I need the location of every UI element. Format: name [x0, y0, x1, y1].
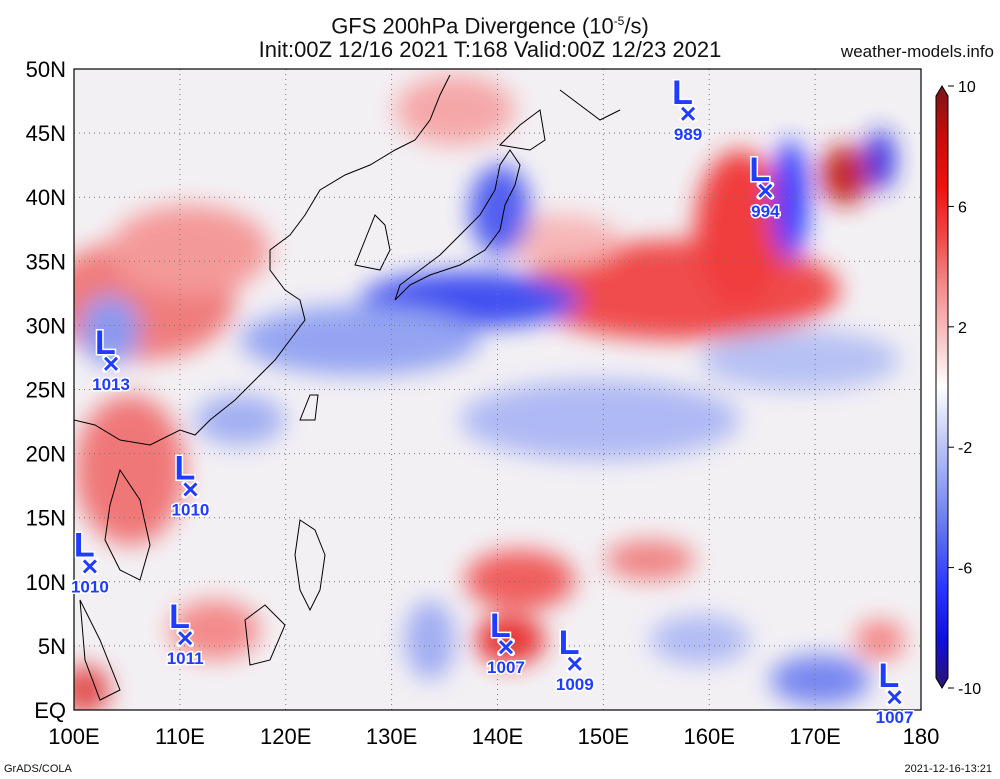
low-center-cross — [103, 356, 119, 371]
low-symbol-letter: L — [74, 526, 95, 564]
low-pressure-value: 1007 — [487, 658, 525, 677]
low-pressure-value: 1010 — [172, 500, 210, 519]
low-symbol-letter: L — [749, 151, 770, 189]
low-symbol-letter: L — [95, 324, 116, 362]
longitude-tick-label: 130E — [366, 724, 417, 749]
coastlines — [74, 74, 621, 701]
low-pressure-marker: L 1009 — [554, 622, 595, 695]
latitude-tick-label: 20N — [26, 442, 66, 467]
map-frame — [73, 68, 922, 711]
low-symbol-letter: L — [559, 624, 580, 662]
longitude-tick-label: 100E — [48, 724, 99, 749]
low-pressure-marker: L 989 — [671, 72, 704, 145]
latitude-tick-label: 30N — [26, 313, 66, 338]
low-pressure-marker: L 1007 — [486, 606, 527, 679]
low-pressure-value: 989 — [674, 125, 702, 144]
latitude-tick-label: 35N — [26, 249, 66, 274]
latitude-tick-label: 5N — [38, 634, 66, 659]
footer-timestamp: 2021-12-16-13:21 — [904, 763, 992, 775]
colorbar-ramp — [935, 85, 949, 689]
colorbar-tick-label: -6 — [958, 561, 972, 578]
chart-subtitle: Init:00Z 12/16 2021 T:168 Valid:00Z 12/2… — [258, 37, 722, 62]
low-center-cross — [82, 559, 97, 574]
low-pressure-marker: L 1010 — [69, 525, 110, 598]
low-pressure-marker: L 1007 — [874, 656, 915, 729]
chart-title: GFS 200hPa Divergence (10-5/s) — [331, 13, 649, 39]
low-pressure-value: 1011 — [167, 649, 204, 668]
graticule — [74, 69, 921, 710]
low-center-cross — [183, 482, 198, 497]
low-pressure-marker: L 1013 — [91, 322, 132, 395]
latitude-tick-label: 25N — [26, 378, 66, 403]
latitude-labels: EQ 5N 10N 15N 20N 25N 30N 35N 40N 45N 50N — [26, 57, 66, 723]
latitude-tick-label: 15N — [26, 506, 66, 531]
longitude-tick-label: 150E — [578, 724, 629, 749]
low-center-cross — [758, 183, 773, 198]
longitude-tick-label: 110E — [155, 724, 205, 749]
low-symbol-letter: L — [672, 74, 693, 112]
colorbar-tick-label: -10 — [958, 681, 981, 698]
longitude-labels: 100E 110E 120E 130E 140E 150E 160E 170E 180 — [48, 724, 939, 749]
colorbar-tick-label: 10 — [958, 79, 976, 96]
colorbar-tick-label: 6 — [958, 199, 967, 216]
colorbar-tick-label: 2 — [958, 320, 967, 337]
low-pressure-value: 1007 — [876, 708, 914, 727]
low-symbol-letter: L — [879, 657, 900, 695]
low-pressure-value: 1009 — [556, 675, 594, 694]
colorbar: 10 6 2 -2 -6 -10 — [935, 79, 981, 698]
low-pressure-centers: L 1013 L 1010 L 1010 L 1011 L 1007 L 1009 L 989 L 994 L 1… — [69, 72, 915, 729]
low-pressure-marker: L 1011 — [165, 597, 205, 670]
latitude-tick-label: 10N — [26, 570, 66, 595]
colorbar-tick-label: -2 — [958, 440, 972, 457]
low-pressure-marker: L 1010 — [170, 448, 211, 521]
latitude-tick-label: EQ — [34, 698, 66, 723]
low-symbol-letter: L — [174, 449, 195, 487]
longitude-tick-label: 180 — [903, 724, 940, 749]
low-center-cross — [681, 106, 696, 121]
longitude-tick-label: 160E — [684, 724, 735, 749]
low-pressure-value: 994 — [751, 202, 780, 221]
brand-label: weather-models.info — [840, 42, 994, 61]
low-symbol-letter: L — [169, 598, 190, 636]
low-pressure-value: 1010 — [71, 577, 109, 596]
longitude-tick-label: 140E — [472, 724, 523, 749]
longitude-tick-label: 170E — [789, 724, 840, 749]
low-center-cross — [498, 640, 514, 655]
latitude-tick-label: 50N — [26, 57, 66, 82]
colorbar-tick-labels: 10 6 2 -2 -6 -10 — [948, 79, 981, 698]
low-center-cross — [178, 631, 193, 646]
latitude-tick-label: 40N — [26, 185, 66, 210]
footer-software-label: GrADS/COLA — [4, 763, 72, 775]
low-symbol-letter: L — [490, 607, 511, 645]
latitude-tick-label: 45N — [26, 121, 66, 146]
longitude-tick-label: 120E — [260, 724, 311, 749]
low-pressure-marker: L 994 — [748, 149, 782, 222]
low-center-cross — [567, 656, 582, 671]
low-pressure-value: 1013 — [92, 375, 130, 394]
low-center-cross — [887, 690, 902, 705]
